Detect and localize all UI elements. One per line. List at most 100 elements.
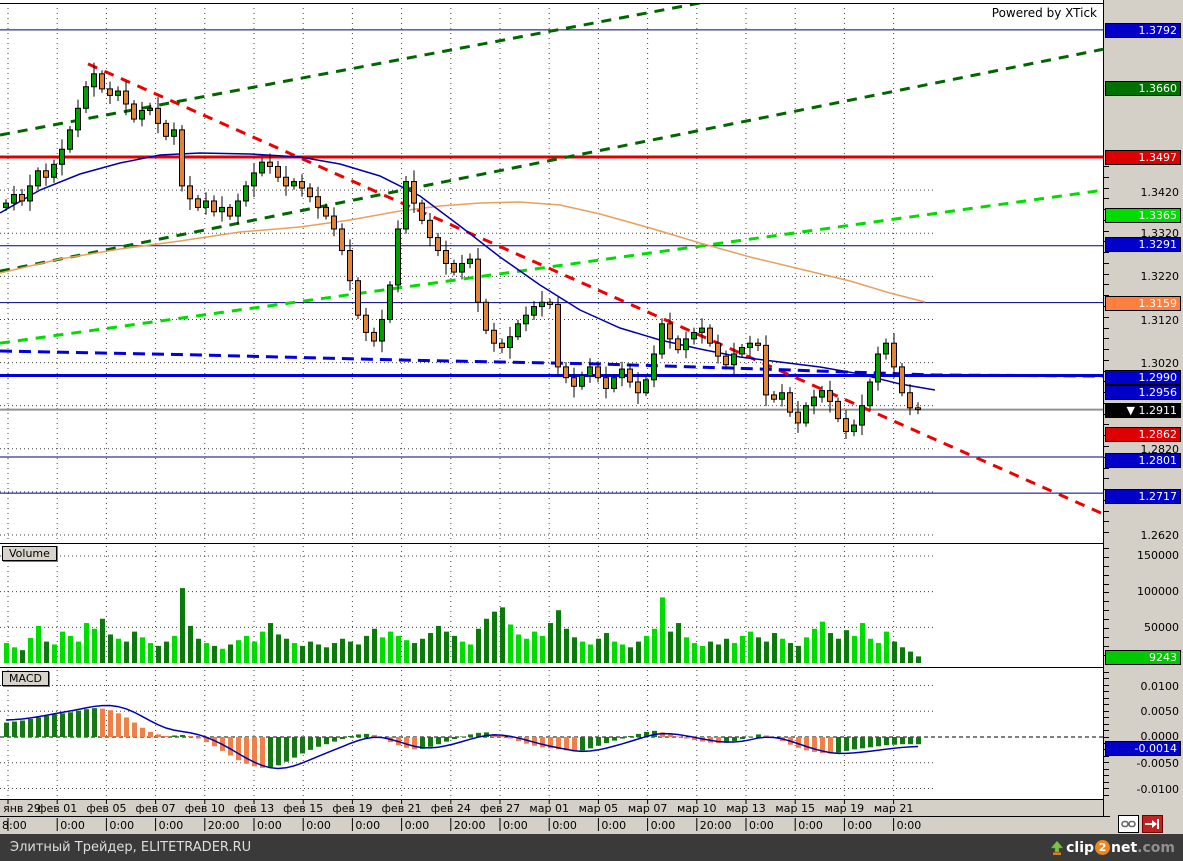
candle-body bbox=[683, 338, 689, 351]
macd-bar bbox=[564, 737, 569, 751]
price-level-badge: 1.2990 bbox=[1105, 370, 1181, 385]
volume-bar bbox=[380, 637, 385, 663]
candle-body bbox=[419, 202, 425, 221]
candle-body bbox=[35, 170, 41, 187]
axis-tick bbox=[1104, 231, 1109, 232]
candle-body bbox=[59, 148, 65, 165]
macd-bar bbox=[516, 737, 521, 742]
candle-body bbox=[547, 301, 553, 305]
clip2net-arrow-icon bbox=[1050, 840, 1064, 855]
axis-tick bbox=[1104, 775, 1109, 776]
macd-bar bbox=[252, 737, 257, 767]
volume-bar bbox=[108, 634, 113, 663]
macd-bar bbox=[620, 737, 625, 739]
volume-bar bbox=[612, 641, 617, 663]
candle-body bbox=[27, 185, 33, 202]
axis-tick bbox=[1104, 711, 1109, 712]
candle-body bbox=[539, 301, 545, 308]
macd-bar bbox=[828, 737, 833, 754]
axis-tick bbox=[1104, 548, 1109, 549]
clip2net-logo[interactable]: clip 2 net .com bbox=[1048, 837, 1175, 858]
date-label: янв 29 bbox=[3, 802, 41, 815]
volume-bar bbox=[524, 638, 529, 663]
axis-tick bbox=[1104, 274, 1109, 275]
axis-tick bbox=[1104, 284, 1109, 285]
macd-bar bbox=[348, 735, 353, 737]
volume-bar bbox=[652, 628, 657, 663]
volume-bar bbox=[820, 621, 825, 663]
volume-axis-label: 150000 bbox=[1137, 549, 1179, 562]
candle-body bbox=[451, 262, 457, 273]
logo-tld: .com bbox=[1137, 839, 1175, 856]
candle-body bbox=[883, 342, 889, 355]
axis-tick bbox=[1104, 360, 1109, 361]
macd-bar bbox=[660, 732, 665, 737]
macd-bar bbox=[340, 737, 345, 740]
price-volume-macd-chart[interactable] bbox=[0, 0, 1104, 800]
time-label: 0:00 bbox=[503, 819, 528, 832]
macd-bar bbox=[324, 737, 329, 745]
volume-bar bbox=[764, 641, 769, 663]
candle-body bbox=[667, 323, 673, 340]
volume-axis-label: 50000 bbox=[1144, 621, 1179, 634]
volume-bar bbox=[356, 644, 361, 663]
macd-bar bbox=[180, 734, 185, 737]
volume-bar bbox=[236, 640, 241, 663]
candle-body bbox=[315, 196, 321, 208]
volume-bar bbox=[196, 638, 201, 663]
export-arrow-icon[interactable] bbox=[1142, 815, 1163, 833]
macd-bar bbox=[612, 737, 617, 741]
volume-bar bbox=[332, 643, 337, 663]
price-axis-label: 1.2620 bbox=[1140, 529, 1180, 542]
candle-body bbox=[803, 405, 809, 424]
volume-bar bbox=[100, 618, 105, 663]
axis-tick bbox=[1104, 478, 1109, 479]
macd-bar bbox=[820, 737, 825, 753]
macd-bar bbox=[140, 727, 145, 737]
volume-axis-label: 100000 bbox=[1137, 585, 1179, 598]
macd-bar bbox=[116, 713, 121, 737]
candle-body bbox=[507, 336, 513, 349]
axis-tick bbox=[1104, 317, 1109, 318]
volume-bar bbox=[804, 637, 809, 663]
volume-bar bbox=[308, 641, 313, 663]
ma-blue bbox=[0, 152, 936, 391]
candle-body bbox=[603, 377, 609, 389]
volume-bar bbox=[4, 643, 9, 663]
macd-axis-label: -0.0050 bbox=[1136, 757, 1179, 770]
axis-tick bbox=[1104, 717, 1109, 718]
candle-body bbox=[291, 181, 297, 187]
time-label: 0:00 bbox=[847, 819, 873, 832]
status-bar-text: Элитный Трейдер, ELITETRADER.RU bbox=[10, 840, 252, 855]
volume-bar bbox=[20, 650, 25, 663]
volume-bar bbox=[668, 631, 673, 663]
time-label: 0:00 bbox=[158, 819, 184, 832]
price-axis[interactable]: 1.3420 1.3320 1.3220 1.3120 1.3020 1.2820 1.26… bbox=[1104, 0, 1183, 812]
macd-bar bbox=[100, 708, 105, 737]
volume-current-badge: 9243 bbox=[1105, 650, 1181, 665]
volume-bar bbox=[148, 643, 153, 663]
time-label: 0:00 bbox=[798, 819, 823, 832]
volume-bar bbox=[908, 651, 913, 663]
candle-body bbox=[387, 284, 393, 320]
axis-tick bbox=[1104, 646, 1109, 647]
time-label: 0:00 bbox=[404, 819, 430, 832]
candle-body bbox=[283, 176, 289, 187]
price-level-badge: 1.3792 bbox=[1105, 23, 1181, 38]
price-axis-label: 1.2820 bbox=[1140, 443, 1180, 456]
candle-body bbox=[403, 181, 409, 230]
candle-body bbox=[899, 366, 905, 394]
macd-bar bbox=[796, 737, 801, 748]
macd-bar bbox=[844, 737, 849, 751]
status-bar: Элитный Трейдер, ELITETRADER.RU clip 2 net… bbox=[0, 834, 1183, 861]
axis-tick bbox=[1104, 704, 1109, 705]
volume-bar bbox=[132, 631, 137, 663]
macd-bar bbox=[68, 712, 73, 737]
macd-bar bbox=[404, 737, 409, 748]
candle-body bbox=[147, 107, 153, 111]
axis-tick bbox=[1104, 592, 1109, 593]
date-label: мар 13 bbox=[726, 802, 766, 815]
candle-body bbox=[219, 206, 225, 213]
link-icon[interactable] bbox=[1118, 815, 1139, 833]
candle-body bbox=[483, 301, 489, 331]
